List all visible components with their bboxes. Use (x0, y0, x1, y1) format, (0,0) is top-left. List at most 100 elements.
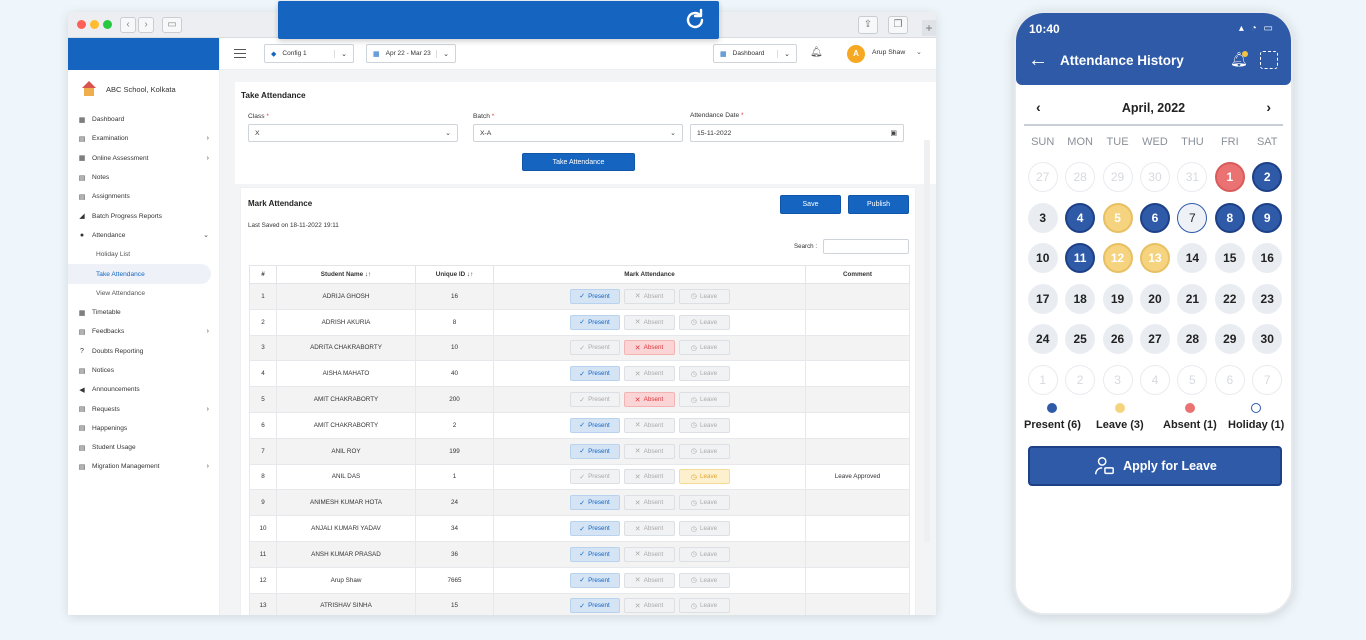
day-circle[interactable]: 17 (1027, 283, 1058, 314)
day-circle[interactable]: 5 (1102, 202, 1133, 233)
present-button[interactable]: ✓ Present (569, 495, 620, 511)
present-button[interactable]: ✓ Present (569, 366, 620, 382)
sidebar-item-dashboard[interactable]: ▦ Dashboard (68, 110, 219, 129)
day-circle[interactable]: 1 (1214, 162, 1245, 193)
day-circle[interactable]: 5 (1177, 364, 1208, 395)
calendar-icon[interactable]: ▣ (890, 130, 897, 137)
day-circle[interactable]: 3 (1102, 364, 1133, 395)
take-attendance-button[interactable]: Take Attendance (522, 153, 635, 171)
chevron-right-icon[interactable]: › (1266, 99, 1271, 115)
absent-button[interactable]: ✕ Absent (623, 521, 675, 537)
maximize-window-dot[interactable] (103, 20, 112, 29)
column-header[interactable]: Student Name ↓↑ (276, 265, 416, 284)
sidebar-item-attendance[interactable]: ● Attendance ⌄ (68, 226, 219, 245)
present-button[interactable]: ✓ Present (569, 392, 620, 408)
day-circle[interactable]: 7 (1177, 202, 1208, 233)
present-button[interactable]: ✓ Present (569, 546, 620, 562)
chevron-down-icon[interactable]: ⌄ (916, 49, 922, 56)
sidebar-item-timetable[interactable]: ▦ Timetable (68, 303, 219, 322)
absent-button[interactable]: ✕ Absent (623, 417, 675, 433)
day-circle[interactable]: 7 (1252, 364, 1283, 395)
day-circle[interactable]: 4 (1139, 364, 1170, 395)
leave-button[interactable]: ◷ Leave (678, 392, 730, 408)
leave-button[interactable]: ◷ Leave (678, 572, 730, 588)
apply-leave-button[interactable]: Apply for Leave (1028, 446, 1282, 486)
absent-button[interactable]: ✕ Absent (623, 598, 675, 614)
avatar[interactable]: A (847, 45, 865, 63)
day-circle[interactable]: 10 (1027, 243, 1058, 274)
day-circle[interactable]: 24 (1027, 324, 1058, 355)
day-circle[interactable]: 20 (1139, 283, 1170, 314)
publish-button[interactable]: Publish (848, 195, 909, 214)
day-circle[interactable]: 6 (1214, 364, 1245, 395)
absent-button[interactable]: ✕ Absent (623, 340, 675, 356)
day-circle[interactable]: 8 (1214, 202, 1245, 233)
day-circle[interactable]: 6 (1139, 202, 1170, 233)
day-circle[interactable]: 1 (1027, 364, 1058, 395)
day-circle[interactable]: 11 (1065, 243, 1096, 274)
day-circle[interactable]: 3 (1027, 202, 1058, 233)
day-circle[interactable]: 30 (1252, 324, 1283, 355)
batch-select[interactable]: X-A ⌄ (473, 124, 683, 142)
present-button[interactable]: ✓ Present (569, 340, 620, 356)
absent-button[interactable]: ✕ Absent (623, 443, 675, 459)
absent-button[interactable]: ✕ Absent (623, 546, 675, 562)
close-window-dot[interactable] (77, 20, 86, 29)
absent-button[interactable]: ✕ Absent (623, 572, 675, 588)
sidebar-item-online-assessment[interactable]: ▦ Online Assessment › (68, 149, 219, 168)
day-circle[interactable]: 22 (1214, 283, 1245, 314)
day-circle[interactable]: 2 (1065, 364, 1096, 395)
present-button[interactable]: ✓ Present (569, 417, 620, 433)
day-circle[interactable]: 29 (1102, 162, 1133, 193)
day-circle[interactable]: 2 (1252, 162, 1283, 193)
leave-button[interactable]: ◷ Leave (678, 469, 730, 485)
day-circle[interactable]: 23 (1252, 283, 1283, 314)
sidebar-item-batch-progress-reports[interactable]: ◢ Batch Progress Reports (68, 206, 219, 225)
save-button[interactable]: Save (780, 195, 841, 214)
leave-button[interactable]: ◷ Leave (678, 340, 730, 356)
day-circle[interactable]: 19 (1102, 283, 1133, 314)
day-circle[interactable]: 21 (1177, 283, 1208, 314)
attendance-date-input[interactable]: 15-11-2022 ▣ (690, 124, 904, 142)
day-circle[interactable]: 28 (1065, 162, 1096, 193)
session-select[interactable]: ▦ Apr 22 - Mar 23 ⌄ (366, 44, 456, 63)
absent-button[interactable]: ✕ Absent (623, 392, 675, 408)
sidebar-item-assignments[interactable]: ▤ Assignments (68, 187, 219, 206)
sidebar-item-holiday-list[interactable]: Holiday List (68, 245, 219, 264)
config-select[interactable]: ◆ Config 1 ⌄ (264, 44, 354, 63)
present-button[interactable]: ✓ Present (569, 469, 620, 485)
leave-button[interactable]: ◷ Leave (678, 495, 730, 511)
sidebar-item-notes[interactable]: ▤ Notes (68, 168, 219, 187)
present-button[interactable]: ✓ Present (569, 314, 620, 330)
day-circle[interactable]: 27 (1139, 324, 1170, 355)
day-circle[interactable]: 15 (1214, 243, 1245, 274)
user-name[interactable]: Arup Shaw (872, 49, 906, 56)
day-circle[interactable]: 30 (1139, 162, 1170, 193)
leave-button[interactable]: ◷ Leave (678, 598, 730, 614)
class-select[interactable]: X ⌄ (248, 124, 458, 142)
day-circle[interactable]: 31 (1177, 162, 1208, 193)
search-input[interactable] (823, 239, 909, 254)
present-button[interactable]: ✓ Present (569, 443, 620, 459)
absent-button[interactable]: ✕ Absent (623, 495, 675, 511)
day-circle[interactable]: 26 (1102, 324, 1133, 355)
tabs-icon[interactable]: ❐ (888, 16, 908, 34)
back-arrow-icon[interactable]: ← (1028, 49, 1048, 71)
column-header[interactable]: Unique ID ↓↑ (415, 265, 494, 284)
absent-button[interactable]: ✕ Absent (623, 314, 675, 330)
school-brand[interactable]: ABC School, Kolkata (68, 70, 219, 110)
sidebar-item-student-usage[interactable]: ▤ Student Usage (68, 438, 219, 457)
leave-button[interactable]: ◷ Leave (678, 546, 730, 562)
hamburger-menu-icon[interactable] (234, 49, 246, 58)
day-circle[interactable]: 25 (1065, 324, 1096, 355)
forward-nav-icon[interactable]: › (138, 17, 154, 33)
sidebar-item-doubts-reporting[interactable]: ? Doubts Reporting (68, 342, 219, 361)
absent-button[interactable]: ✕ Absent (623, 288, 675, 304)
present-button[interactable]: ✓ Present (569, 521, 620, 537)
day-circle[interactable]: 12 (1102, 243, 1133, 274)
view-select[interactable]: ▦ Dashboard ⌄ (713, 44, 797, 63)
absent-button[interactable]: ✕ Absent (623, 469, 675, 485)
present-button[interactable]: ✓ Present (569, 598, 620, 614)
present-button[interactable]: ✓ Present (569, 288, 620, 304)
refresh-icon[interactable] (683, 8, 707, 32)
